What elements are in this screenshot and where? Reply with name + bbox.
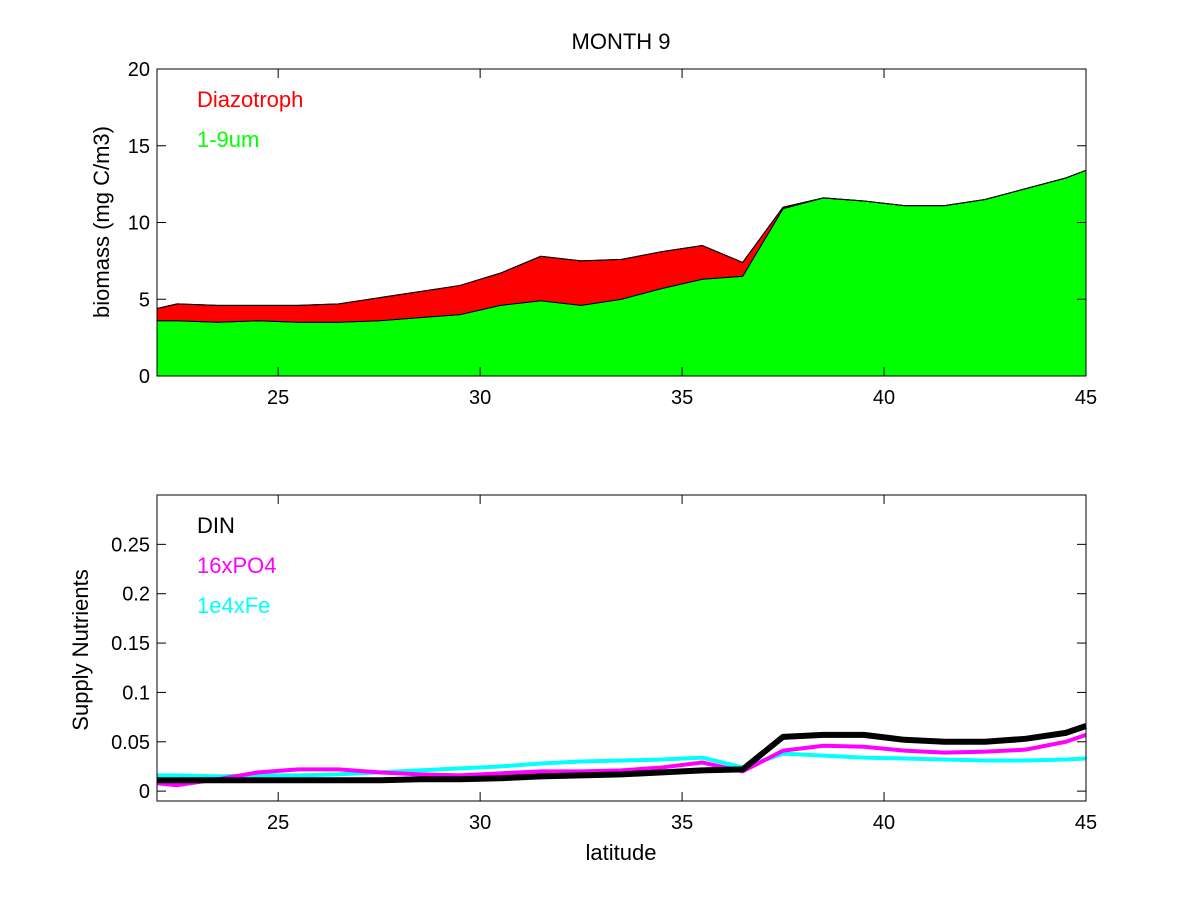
legend: DIN 16xPO4 1e4xFe bbox=[197, 513, 277, 618]
x-tick-label: 30 bbox=[469, 812, 491, 834]
y-tick-label: 0.15 bbox=[111, 633, 150, 655]
y-tick-label: 0.2 bbox=[122, 584, 150, 606]
plot-frame bbox=[156, 494, 1087, 802]
y-tick-label: 0.25 bbox=[111, 534, 150, 556]
x-tick-label: 30 bbox=[469, 387, 491, 409]
legend-entry-1e4xfe: 1e4xFe bbox=[197, 593, 270, 618]
y-axis-label: Supply Nutrients bbox=[68, 569, 93, 730]
x-tick-label: 40 bbox=[873, 387, 895, 409]
line-layer bbox=[156, 723, 1087, 788]
x-tick-label: 25 bbox=[267, 387, 289, 409]
area-top-outline bbox=[156, 169, 1087, 309]
x-tick-label: 45 bbox=[1075, 812, 1097, 834]
x-axis-label: latitude bbox=[586, 840, 657, 865]
legend-entry-16xpo4: 16xPO4 bbox=[197, 553, 277, 578]
legend-entry-diazotroph: Diazotroph bbox=[197, 87, 303, 112]
y-tick-label: 0 bbox=[139, 366, 150, 388]
legend-entry-1-9um: 1-9um bbox=[197, 127, 259, 152]
nutrients-chart: 25 30 35 40 45 0 0.05 0.1 0.15 0.2 0.25 Supply Nut… bbox=[68, 494, 1097, 865]
line-series-16xpo4 bbox=[156, 732, 1087, 788]
y-tick-label: 0 bbox=[139, 781, 150, 803]
y-tick-label: 0.1 bbox=[122, 682, 150, 704]
x-tick-label: 40 bbox=[873, 812, 895, 834]
tick-layer: 25 30 35 40 45 0 5 10 15 20 bbox=[128, 59, 1097, 409]
biomass-chart: MONTH 9 25 30 35 40 45 0 5 10 15 20 biomass (mg C… bbox=[89, 29, 1097, 409]
line-series-1e4xfe bbox=[157, 751, 1087, 779]
y-tick-label: 20 bbox=[128, 59, 150, 81]
y-axis-label: biomass (mg C/m3) bbox=[89, 126, 114, 318]
line-series-din bbox=[157, 723, 1087, 784]
x-tick-label: 35 bbox=[671, 387, 693, 409]
x-tick-label: 35 bbox=[671, 812, 693, 834]
x-tick-label: 25 bbox=[267, 812, 289, 834]
x-tick-label: 45 bbox=[1075, 387, 1097, 409]
chart-title: MONTH 9 bbox=[572, 29, 671, 54]
legend-entry-din: DIN bbox=[197, 513, 235, 538]
y-tick-label: 10 bbox=[128, 213, 150, 235]
y-tick-label: 0.05 bbox=[111, 732, 150, 754]
y-tick-label: 5 bbox=[139, 289, 150, 311]
tick-layer: 25 30 35 40 45 0 0.05 0.1 0.15 0.2 0.25 bbox=[111, 495, 1097, 834]
y-tick-label: 15 bbox=[128, 136, 150, 158]
legend: Diazotroph 1-9um bbox=[197, 87, 303, 152]
